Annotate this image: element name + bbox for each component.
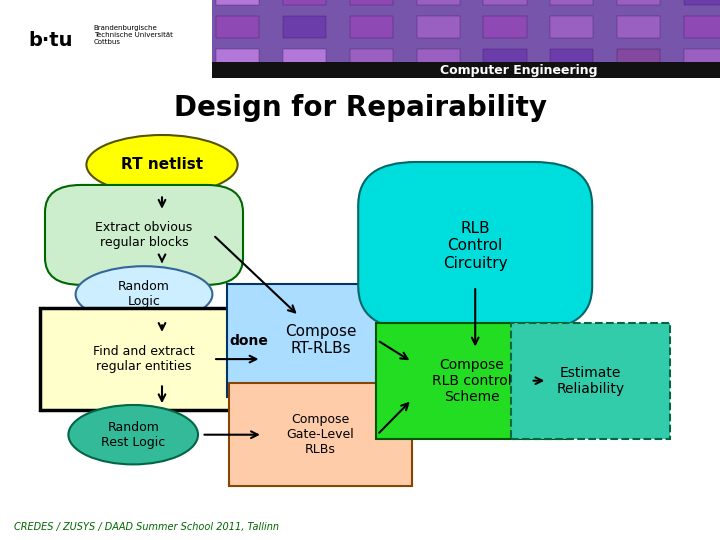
Text: b·tu: b·tu <box>29 31 73 50</box>
Text: Random
Rest Logic: Random Rest Logic <box>101 421 166 449</box>
Bar <box>684 16 720 38</box>
Bar <box>216 49 259 70</box>
Text: Random
Logic: Random Logic <box>118 280 170 308</box>
FancyBboxPatch shape <box>45 185 243 285</box>
Text: Estimate
Reliability: Estimate Reliability <box>557 366 624 396</box>
FancyBboxPatch shape <box>359 162 593 329</box>
Bar <box>617 0 660 5</box>
Bar <box>417 16 460 38</box>
Ellipse shape <box>76 266 212 322</box>
Text: Brandenburgische
Technische Universität
Cottbus: Brandenburgische Technische Universität … <box>94 25 173 45</box>
Bar <box>483 49 526 70</box>
Bar <box>617 16 660 38</box>
Ellipse shape <box>68 405 198 464</box>
Bar <box>684 0 720 5</box>
Bar <box>212 62 720 78</box>
Text: Compose
RLB control
Scheme: Compose RLB control Scheme <box>432 357 511 404</box>
FancyBboxPatch shape <box>511 322 670 438</box>
Text: done: done <box>229 334 268 348</box>
Bar <box>283 49 326 70</box>
Bar <box>684 49 720 70</box>
FancyBboxPatch shape <box>376 322 567 438</box>
Text: CREDES / ZUSYS / DAAD Summer School 2011, Tallinn: CREDES / ZUSYS / DAAD Summer School 2011… <box>14 522 279 532</box>
Text: Computer Engineering: Computer Engineering <box>440 64 597 77</box>
Bar <box>483 16 526 38</box>
Bar <box>350 16 393 38</box>
Bar <box>0 0 212 78</box>
Bar <box>216 0 259 5</box>
Text: RT netlist: RT netlist <box>121 157 203 172</box>
Bar <box>483 0 526 5</box>
Bar <box>350 0 393 5</box>
FancyBboxPatch shape <box>229 383 412 486</box>
Bar <box>417 49 460 70</box>
Text: RLB
Control
Circuitry: RLB Control Circuitry <box>443 221 508 271</box>
Text: Compose
Gate-Level
RLBs: Compose Gate-Level RLBs <box>287 413 354 456</box>
Text: Extract obvious
regular blocks: Extract obvious regular blocks <box>95 221 193 249</box>
Bar <box>550 16 593 38</box>
Text: Design for Repairability: Design for Repairability <box>174 94 546 122</box>
Bar <box>550 0 593 5</box>
FancyBboxPatch shape <box>227 284 414 397</box>
FancyBboxPatch shape <box>40 308 248 410</box>
Bar <box>283 16 326 38</box>
Bar <box>550 49 593 70</box>
Bar <box>216 16 259 38</box>
Bar <box>350 49 393 70</box>
Text: Find and extract
regular entities: Find and extract regular entities <box>93 345 195 373</box>
Ellipse shape <box>86 135 238 194</box>
Bar <box>617 49 660 70</box>
Text: Compose
RT-RLBs: Compose RT-RLBs <box>284 324 356 356</box>
Bar <box>283 0 326 5</box>
Bar <box>212 0 720 78</box>
Bar <box>417 0 460 5</box>
